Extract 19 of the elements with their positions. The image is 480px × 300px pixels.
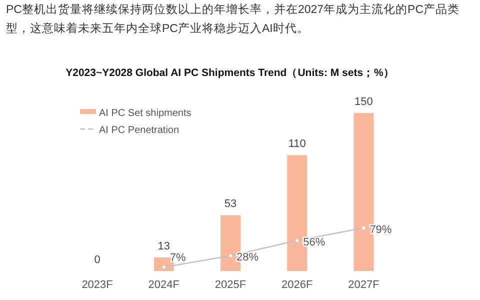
x-tick-label: 2027F: [348, 279, 380, 291]
x-tick-label: 2025F: [214, 279, 246, 291]
data-label: 0: [94, 254, 100, 266]
x-tick-label: 2026F: [282, 279, 313, 291]
data-label: 110: [288, 138, 306, 150]
x-tick-label: 2023F: [82, 279, 114, 291]
point: [295, 238, 300, 243]
point: [162, 265, 166, 270]
data-label: 53: [224, 198, 237, 210]
x-tick-label: 2024F: [148, 279, 180, 291]
legend-label: AI PC Set shipments: [99, 108, 192, 119]
data-label: 13: [158, 240, 170, 252]
point: [228, 254, 233, 258]
text: PC整机出货量将继续保持两位数以上的年增长率，并在2027年成为主流化的PC产品类型，这意味着未来五年内全球PC产业将稳步迈入AI时代。: [6, 2, 460, 35]
chart-title: Y2023~Y2028 Global AI PC Shipments Trend（Units: M sets；%）: [66, 67, 394, 79]
legend-label: AI PC Penetration: [99, 125, 180, 136]
data-label: 150: [354, 96, 373, 108]
data-label: 7%: [170, 252, 186, 264]
point: [362, 226, 366, 230]
